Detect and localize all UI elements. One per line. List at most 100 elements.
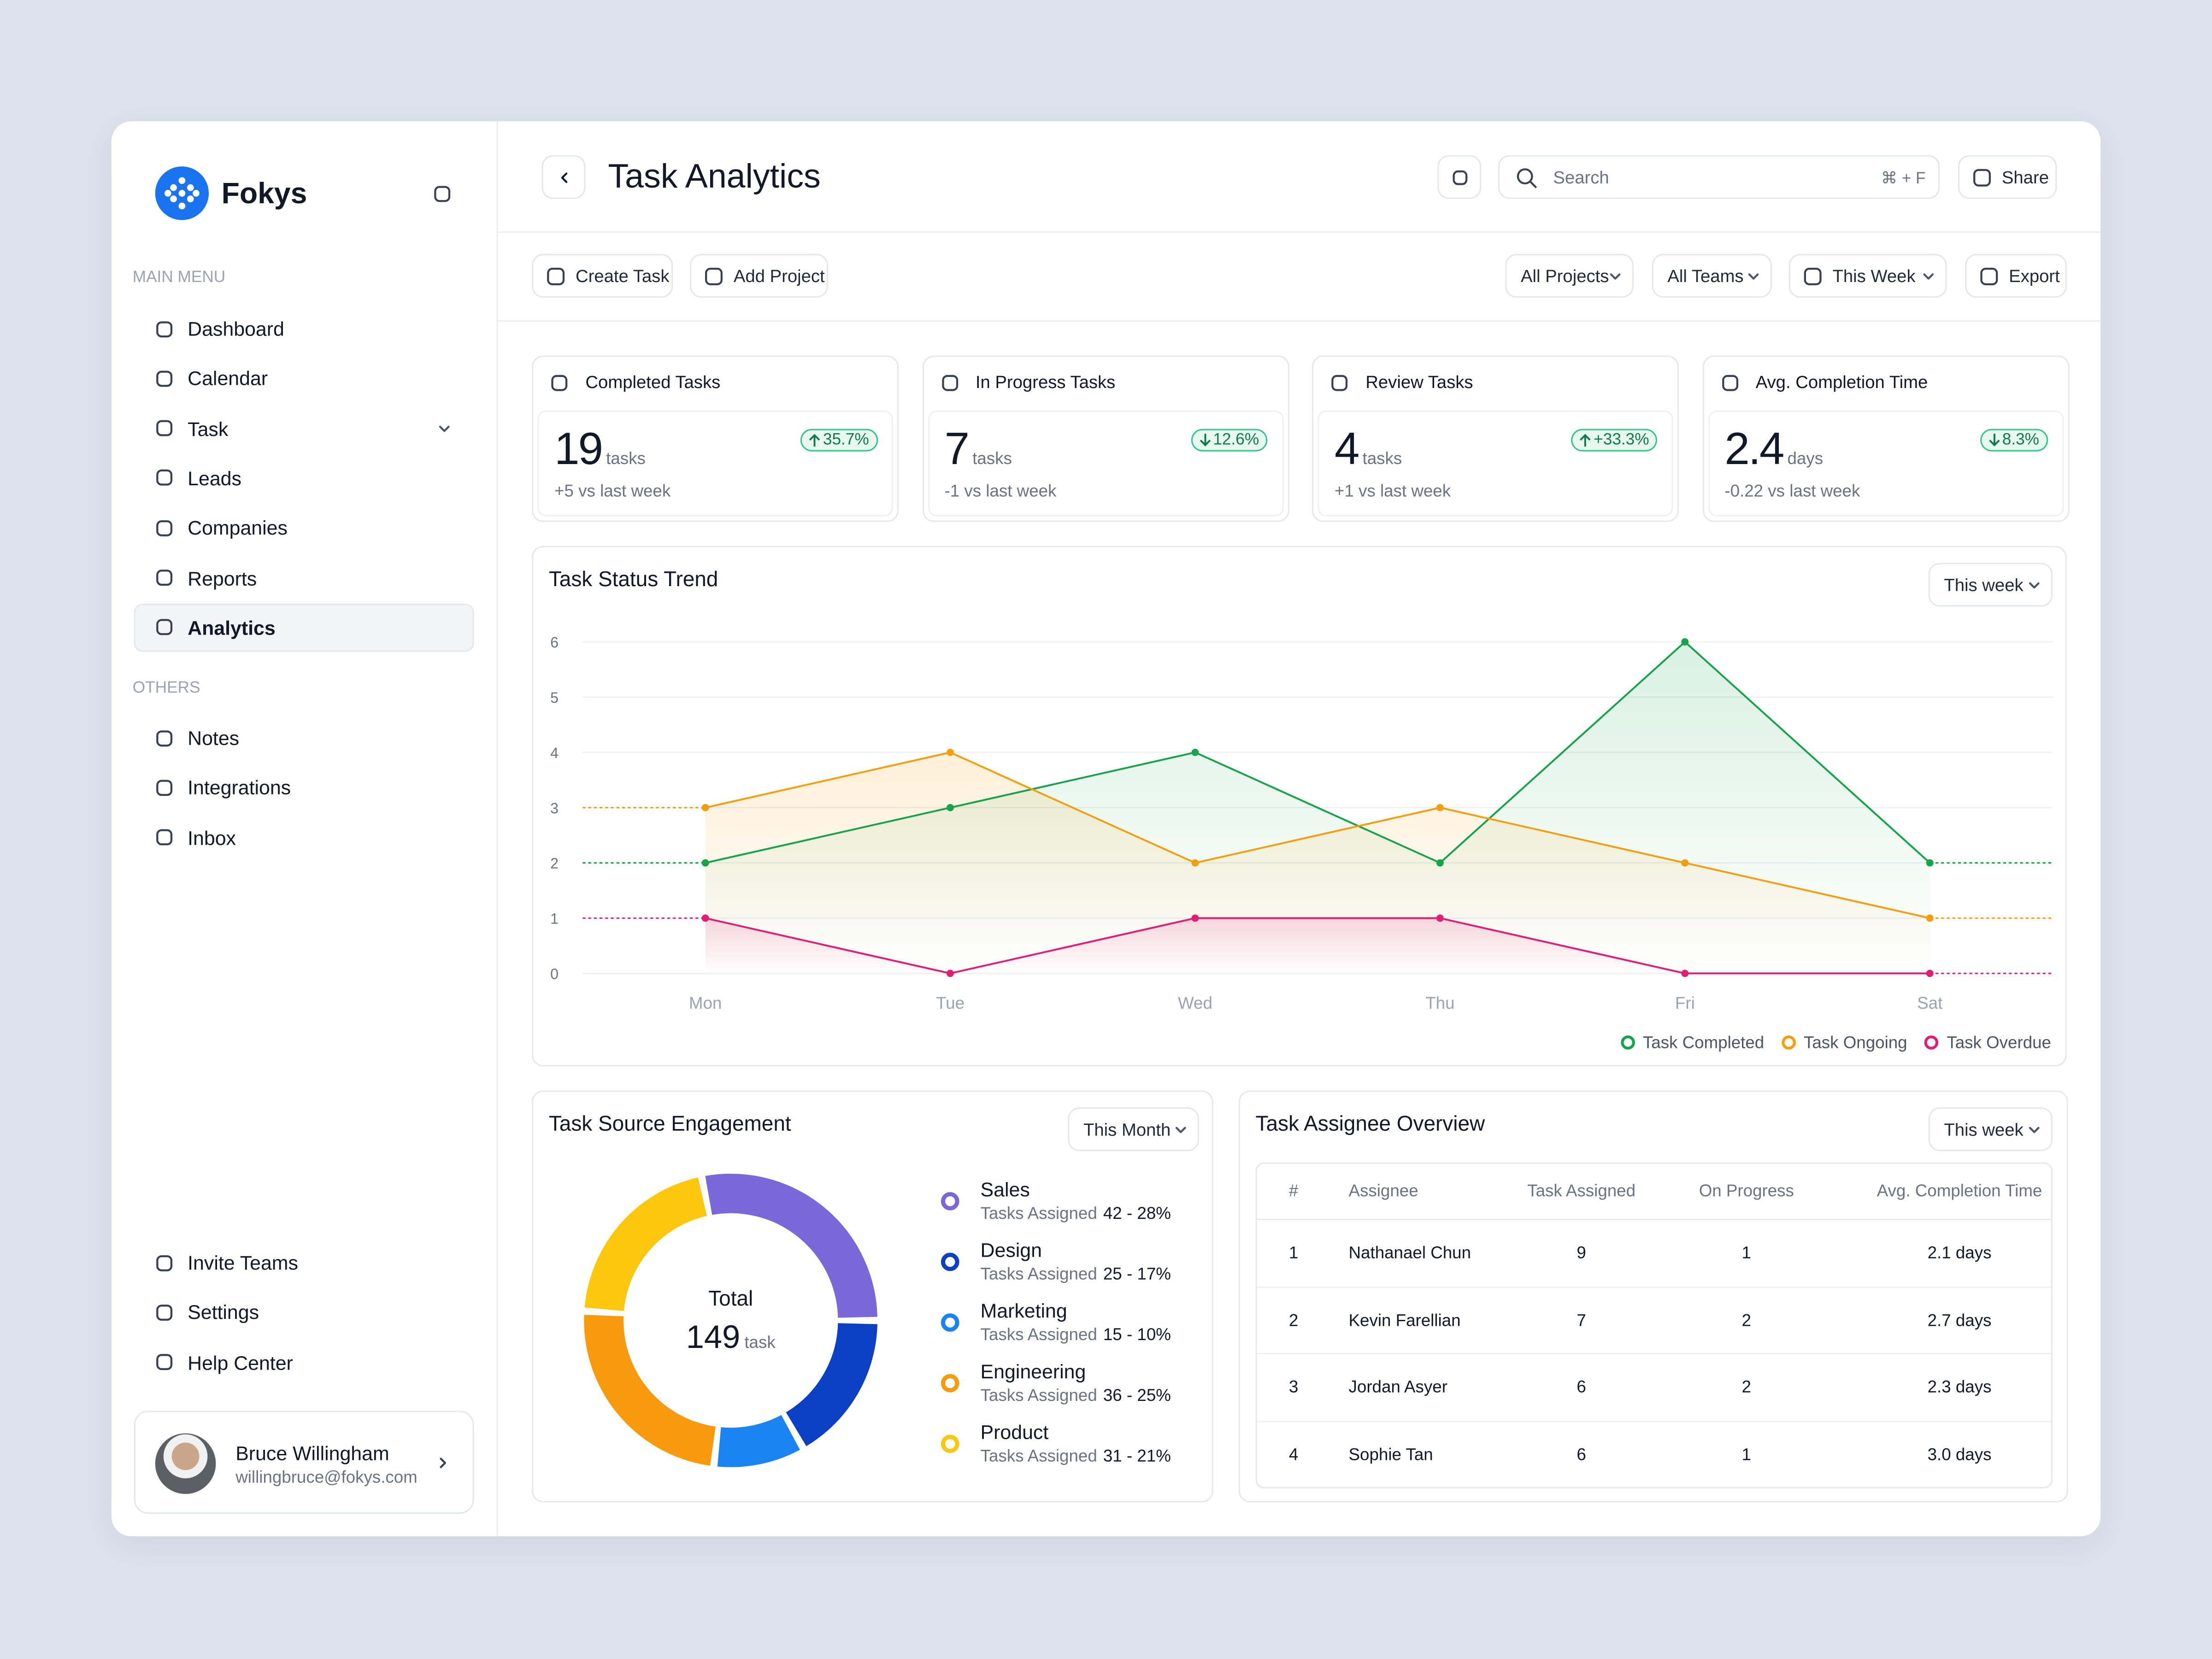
menu-item[interactable]: Dashboard: [188, 317, 284, 340]
icon: [156, 470, 173, 486]
data-point: [947, 804, 954, 812]
stat-unit: tasks: [606, 448, 646, 469]
data-point: [1436, 804, 1444, 812]
chevron-icon: [2029, 1126, 2040, 1133]
menu-item[interactable]: Integrations: [188, 776, 291, 799]
table-cell: 7: [1577, 1310, 1586, 1330]
icon: [1980, 267, 1998, 285]
search-box[interactable]: Search ⌘ + F: [1498, 155, 1940, 199]
icon-button[interactable]: [1437, 155, 1482, 199]
icon: [156, 370, 173, 387]
panel: Task Source Engagement This Month Total 149…: [532, 1090, 1213, 1503]
button-label: This week: [1944, 575, 2024, 595]
period-dropdown[interactable]: This Month: [1068, 1107, 1200, 1151]
icon: [1973, 168, 1991, 186]
chevron-shape: [1748, 272, 1759, 279]
menu-item[interactable]: Settings: [188, 1301, 259, 1324]
filter-dropdown[interactable]: All Projects: [1505, 254, 1634, 298]
icon: [1804, 267, 1822, 285]
menu-item[interactable]: Calendar: [188, 367, 268, 390]
change-badge: 8.3%: [1979, 429, 2048, 452]
logo-dot: [193, 190, 200, 197]
legend-label: Product: [980, 1420, 1049, 1443]
icon-shape: [1721, 374, 1738, 391]
legend-marker: [941, 1192, 959, 1211]
menu-item[interactable]: Reports: [188, 566, 257, 589]
export-button[interactable]: Export: [1965, 254, 2067, 298]
menu-item[interactable]: Analytics: [188, 616, 276, 639]
change-value: 12.6%: [1213, 431, 1259, 449]
legend-marker: [1781, 1035, 1795, 1050]
stat-value-row: 2.4 days: [1724, 423, 1823, 475]
icon: [941, 374, 958, 391]
legend-sublabel: Tasks Assigned: [980, 1446, 1097, 1466]
y-tick-label: 1: [550, 911, 559, 927]
panel-title: Task Status Trend: [548, 568, 718, 592]
menu-item[interactable]: Help Center: [188, 1351, 293, 1374]
menu-item[interactable]: Task: [188, 417, 229, 440]
data-point: [1926, 859, 1934, 867]
toolbar-divider: [498, 320, 2101, 322]
icon-shape: [434, 185, 451, 201]
icon: [156, 779, 173, 796]
x-tick-label: Wed: [1178, 994, 1212, 1012]
create-task-button[interactable]: Create Task: [532, 254, 673, 298]
y-tick-label: 2: [550, 855, 559, 872]
legend-item: Task Ongoing: [1781, 1033, 1907, 1053]
chevron-icon: [1748, 272, 1759, 279]
table-cell: 2: [1741, 1377, 1752, 1397]
logo-dot: [178, 177, 186, 184]
add-project-button[interactable]: Add Project: [689, 254, 828, 298]
table-cell: Jordan Asyer: [1348, 1377, 1447, 1397]
menu-item[interactable]: Companies: [188, 516, 288, 539]
logo-dot: [170, 195, 177, 202]
period-dropdown[interactable]: This week: [1928, 1107, 2053, 1151]
back-button[interactable]: [541, 155, 586, 199]
share-button[interactable]: Share: [1958, 155, 2057, 199]
panel: Task Status Trend This week 0 1 2 3 4 5 6 Mon Tue W…: [532, 546, 2067, 1067]
filter-dropdown[interactable]: All Teams: [1652, 254, 1772, 298]
stat-title: Completed Tasks: [585, 372, 721, 393]
icon: [1721, 374, 1738, 391]
section-label: OTHERS: [132, 680, 200, 697]
menu-item[interactable]: Leads: [188, 466, 241, 489]
row-divider: [1257, 1218, 2052, 1220]
icon-shape: [547, 267, 565, 285]
icon-shape: [156, 619, 173, 636]
stat-title: Review Tasks: [1365, 372, 1473, 393]
brand-name: Fokys: [221, 177, 307, 211]
legend-item: Task Completed: [1620, 1033, 1764, 1053]
data-point: [1191, 748, 1199, 756]
page-title: Task Analytics: [608, 158, 821, 196]
change-badge: +33.3%: [1571, 429, 1658, 452]
menu-item[interactable]: Notes: [188, 726, 240, 749]
change-arrow-shape: [1580, 434, 1590, 447]
icon: [434, 185, 451, 201]
icon-shape: [1980, 267, 1998, 285]
icon-shape: [156, 420, 173, 436]
table-cell: 6: [1577, 1444, 1586, 1465]
data-point: [1926, 970, 1934, 977]
table-cell: 2.7 days: [1927, 1310, 1992, 1330]
chevron-shape: [439, 425, 450, 432]
y-tick-label: 3: [550, 800, 559, 817]
period-dropdown[interactable]: This week: [1928, 563, 2053, 607]
legend-sublabel: Tasks Assigned: [980, 1203, 1097, 1224]
menu-item[interactable]: Inbox: [188, 826, 236, 849]
donut-segment: [705, 1174, 877, 1318]
filter-dropdown[interactable]: This Week: [1788, 254, 1947, 298]
legend-marker: [941, 1253, 959, 1271]
table-cell: 2: [1288, 1310, 1299, 1330]
stat-note: +5 vs last week: [554, 481, 671, 501]
logo-dot: [187, 184, 194, 191]
stat-card: In Progress Tasks 7 tasks -1 vs last week 12…: [922, 355, 1289, 522]
legend-label: Task Overdue: [1947, 1032, 2052, 1053]
legend-value: 42 - 28%: [1103, 1203, 1171, 1224]
logo-dot: [164, 190, 171, 197]
user-card[interactable]: Bruce Willingham willingbruce@fokys.com: [134, 1411, 474, 1514]
x-tick-label: Mon: [689, 994, 722, 1012]
stat-title: In Progress Tasks: [975, 372, 1116, 393]
menu-item[interactable]: Invite Teams: [188, 1251, 298, 1274]
legend-marker: [941, 1313, 959, 1332]
